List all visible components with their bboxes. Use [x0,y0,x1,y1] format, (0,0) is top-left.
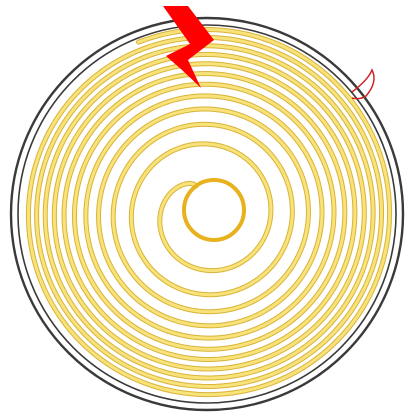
lightning-bolt-icon [163,6,214,88]
outer-ring [9,16,405,412]
outer-ring [17,24,397,404]
coil-core [182,178,246,242]
outer-rings [9,16,405,412]
coil-fill [26,27,392,397]
coil-spiral-icon [25,26,393,398]
hook-mark-icon [351,68,375,100]
